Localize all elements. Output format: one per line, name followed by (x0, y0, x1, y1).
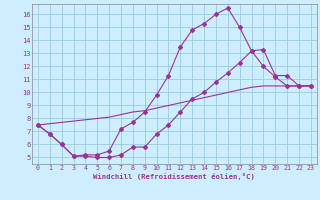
X-axis label: Windchill (Refroidissement éolien,°C): Windchill (Refroidissement éolien,°C) (93, 173, 255, 180)
